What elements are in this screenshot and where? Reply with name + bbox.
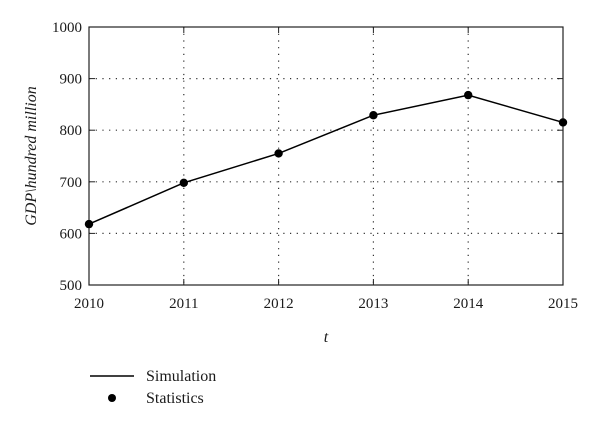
statistics-point	[179, 178, 188, 188]
x-tick-label: 2011	[169, 296, 198, 312]
grid-layer	[89, 27, 563, 285]
legend-simulation-label: Simulation	[146, 368, 216, 385]
legend: Simulation Statistics	[90, 368, 216, 407]
x-tick-label: 2012	[264, 296, 294, 312]
legend-statistics-swatch	[108, 394, 116, 402]
x-axis-label: t	[324, 329, 329, 346]
plot-frame	[88, 26, 564, 286]
y-tick-label: 600	[60, 226, 83, 242]
simulation-line	[88, 94, 564, 225]
statistics-point	[369, 111, 378, 120]
x-tick-label: 2014	[453, 296, 484, 312]
statistics-point	[84, 219, 94, 229]
y-tick-label: 900	[60, 72, 83, 88]
x-tick-label: 2015	[548, 296, 578, 312]
y-tick-label: 1000	[52, 20, 82, 36]
y-tick-label: 800	[60, 123, 83, 139]
statistics-point	[558, 118, 568, 127]
statistics-point	[274, 149, 283, 158]
y-axis-label: GDP\hundred million	[23, 86, 40, 225]
series-layer	[84, 90, 568, 229]
ticks-layer: 2010 2011 2012 2013 2014 2015 500 600 700 800 900 1…	[52, 20, 578, 312]
x-tick-label: 2010	[74, 296, 104, 312]
statistics-point	[464, 90, 473, 100]
legend-statistics-label: Statistics	[146, 390, 204, 407]
y-tick-label: 500	[60, 278, 83, 294]
x-tick-label: 2013	[358, 296, 388, 312]
y-tick-label: 700	[60, 175, 83, 191]
